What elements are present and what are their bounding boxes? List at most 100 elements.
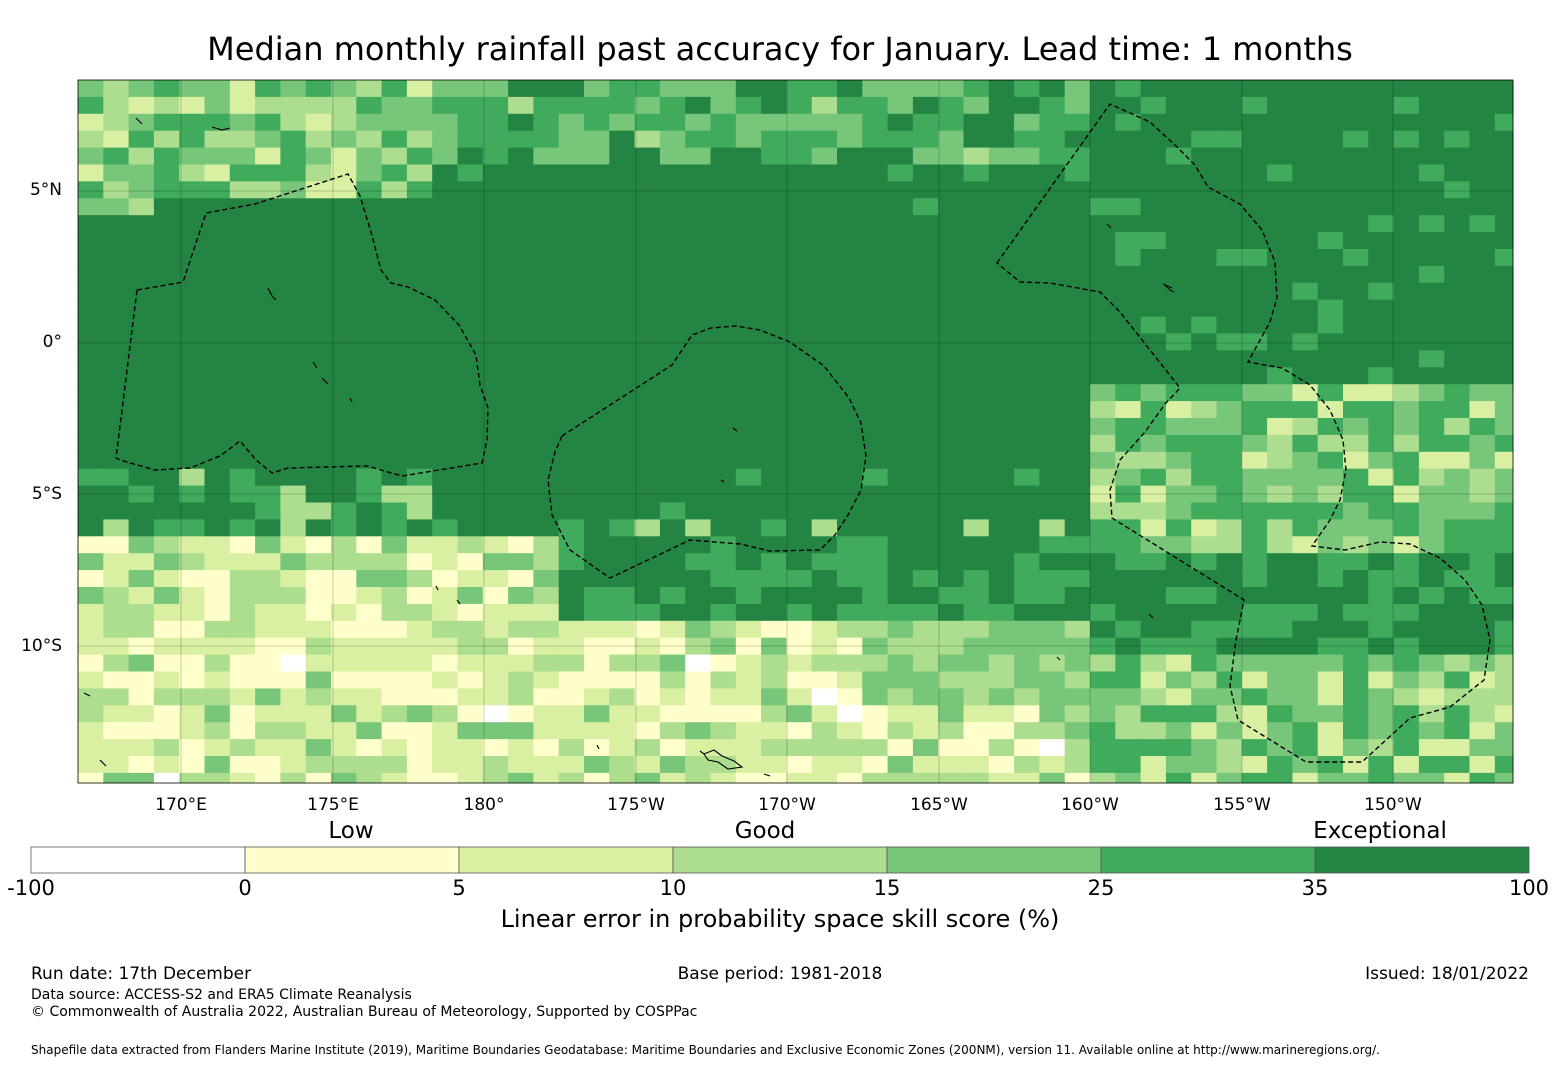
grid-cell [938, 80, 964, 98]
grid-cell [255, 468, 281, 486]
grid-cell [508, 756, 534, 774]
grid-cell [305, 384, 332, 402]
grid-cell [1140, 232, 1167, 250]
grid-cell [78, 80, 104, 98]
grid-cell [255, 756, 281, 774]
grid-cell [761, 620, 787, 639]
grid-cell [1444, 671, 1470, 689]
island-abemama [312, 361, 318, 369]
grid-cell [1216, 620, 1243, 639]
grid-cell [761, 451, 787, 470]
grid-cell [963, 654, 990, 672]
grid-cell [1039, 603, 1066, 622]
grid-cell [1191, 654, 1217, 672]
grid-cell [229, 316, 256, 334]
grid-cell [938, 96, 964, 115]
grid-cell [103, 756, 129, 774]
grid-cell [1140, 705, 1167, 723]
grid-cell [811, 485, 838, 503]
grid-cell [710, 181, 737, 199]
grid-cell [1039, 80, 1066, 98]
grid-cell [103, 164, 129, 182]
grid-cell [761, 282, 787, 301]
grid-cell [1368, 451, 1394, 470]
grid-cell [634, 705, 661, 723]
grid-cell [381, 316, 408, 334]
grid-cell [482, 620, 509, 639]
grid-cell [634, 80, 661, 98]
grid-cell [179, 215, 205, 233]
grid-cell [1343, 147, 1369, 165]
grid-cell [1393, 113, 1420, 132]
grid-cell [1165, 249, 1192, 267]
grid-cell [1014, 164, 1040, 182]
grid-cell [356, 536, 382, 554]
grid-cell [811, 113, 838, 132]
grid-cell [837, 316, 863, 334]
grid-cell [1393, 772, 1420, 784]
grid-cell [280, 96, 307, 115]
grid-cell [204, 80, 231, 98]
grid-cell [786, 722, 813, 740]
grid-cell [1393, 637, 1420, 655]
grid-cell [1014, 130, 1040, 148]
grid-cell [1090, 756, 1116, 774]
grid-cell [1191, 96, 1217, 115]
grid-cell [1165, 637, 1192, 655]
grid-cell [1140, 367, 1167, 385]
grid-cell [1494, 553, 1514, 571]
grid-cell [1292, 722, 1319, 740]
grid-cell [457, 198, 484, 216]
grid-cell [558, 468, 585, 486]
grid-cell [811, 249, 838, 267]
grid-cell [786, 232, 813, 250]
grid-cell [1317, 350, 1344, 368]
grid-cell [1317, 587, 1344, 605]
grid-cell [1216, 603, 1243, 622]
grid-cell [432, 401, 458, 419]
grid-cell [1241, 451, 1268, 470]
grid-cell [1064, 620, 1091, 639]
grid-cell [938, 232, 964, 250]
grid-cell [1115, 587, 1141, 605]
grid-cell [1241, 671, 1268, 689]
grid-cell [533, 587, 560, 605]
grid-cell [1418, 468, 1445, 486]
grid-cell [811, 384, 838, 402]
grid-cell [356, 722, 382, 740]
grid-cell [78, 265, 104, 284]
grid-cell [406, 536, 433, 554]
grid-cell [837, 739, 863, 757]
grid-cell [1267, 772, 1293, 784]
grid-cell [406, 772, 433, 784]
grid-cell [1444, 384, 1470, 402]
grid-cell [432, 603, 458, 622]
grid-cell [1343, 485, 1369, 503]
grid-cell [609, 468, 635, 486]
grid-cell [381, 265, 408, 284]
grid-cell [508, 80, 534, 98]
grid-cell [1418, 587, 1445, 605]
grid-cell [1418, 434, 1445, 453]
grid-cell [710, 316, 737, 334]
grid-cell [305, 451, 332, 470]
grid-cell [1267, 705, 1293, 723]
grid-cell [78, 299, 104, 317]
grid-cell [1368, 147, 1394, 165]
grid-cell [735, 570, 762, 588]
grid-cell [735, 434, 762, 453]
grid-cell [1418, 519, 1445, 537]
grid-cell [1014, 688, 1040, 706]
grid-cell [710, 502, 737, 520]
grid-cell [78, 384, 104, 402]
grid-cell [1469, 553, 1496, 571]
grid-cell [1090, 215, 1116, 233]
grid-cell [1292, 502, 1319, 520]
grid-cell [153, 502, 180, 520]
grid-cell [1494, 705, 1514, 723]
grid-cell [837, 147, 863, 165]
colorbar-segment [244, 846, 460, 874]
grid-cell [1393, 536, 1420, 554]
grid-cell [482, 722, 509, 740]
grid-cell [1165, 113, 1192, 132]
